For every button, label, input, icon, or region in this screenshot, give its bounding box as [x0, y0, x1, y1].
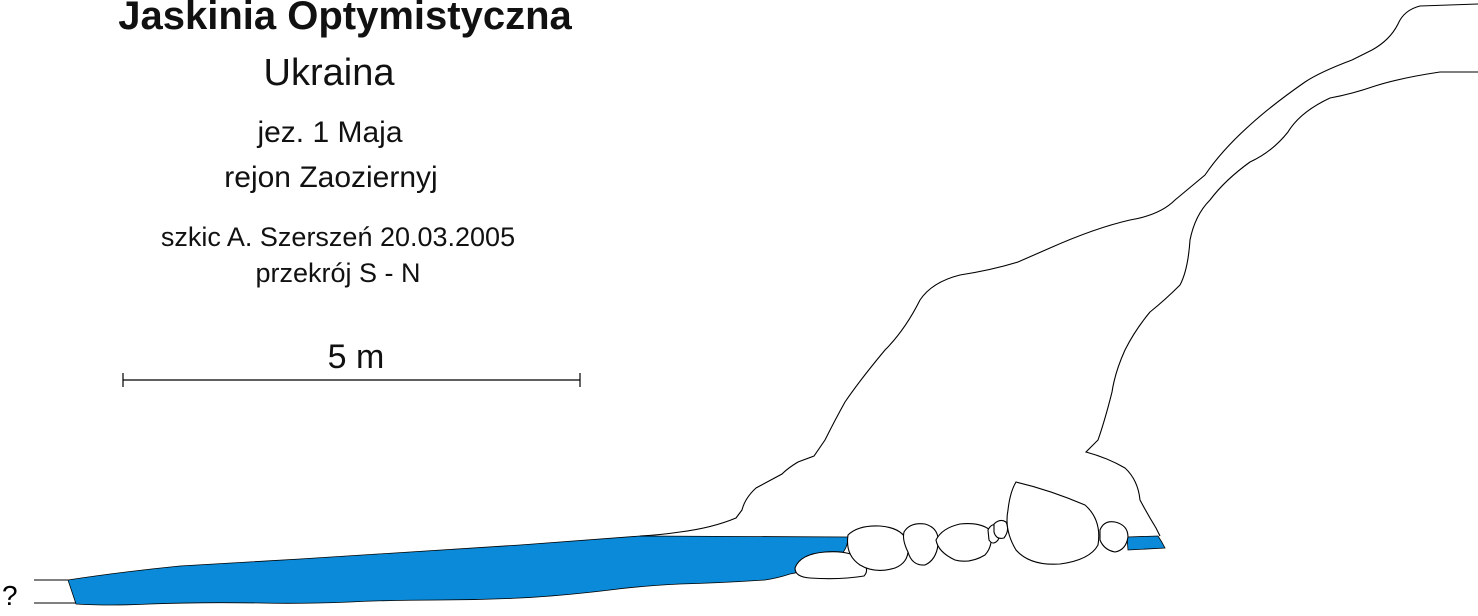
- water-surface: [67, 535, 849, 606]
- region-label: rejon Zaoziernyj: [224, 161, 438, 194]
- scale-bar: [122, 373, 581, 387]
- cave-inner-wall: [1084, 71, 1478, 537]
- boulder: [1006, 481, 1100, 565]
- country-label: Ukraina: [263, 52, 395, 94]
- unknown-continuation-marker: [34, 579, 76, 604]
- cave-name-title: Jaskinia Optymistyczna: [118, 0, 572, 38]
- scale-bar-label: 5 m: [327, 338, 385, 376]
- cave-ceiling-wall: [639, 3, 1478, 537]
- boulder: [846, 525, 909, 571]
- lake-label: jez. 1 Maja: [257, 116, 403, 149]
- boulder: [935, 523, 992, 562]
- boulder: [794, 551, 868, 580]
- author-date-label: szkic A. Szerszeń 20.03.2005: [160, 222, 516, 252]
- water-pool-right: [1126, 535, 1166, 551]
- boulder: [993, 519, 1009, 539]
- section-label: przekrój S - N: [255, 258, 421, 288]
- unknown-passage-question-mark: ?: [2, 580, 18, 611]
- boulders: [794, 481, 1129, 580]
- boulder: [1099, 521, 1129, 553]
- boulder: [902, 523, 939, 566]
